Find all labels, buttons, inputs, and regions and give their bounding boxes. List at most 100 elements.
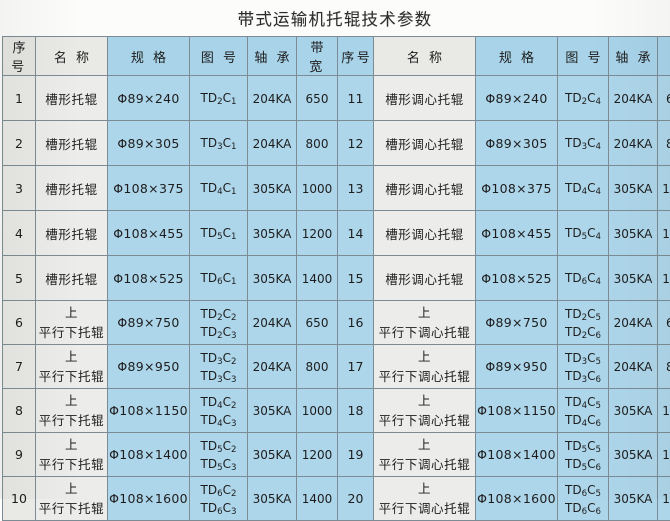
cell-belt-width-left-value: 1000 <box>302 404 333 418</box>
cell-drawing-left: TD2C1 <box>190 76 248 121</box>
header-index-left: 序号 <box>3 37 36 76</box>
drawing-code-stack: TD4C4 <box>558 179 608 197</box>
cell-bearing-right: 204KA <box>609 76 658 121</box>
cell-index-right: 15 <box>338 256 374 301</box>
cell-belt-width-left: 1200 <box>297 433 338 477</box>
cell-belt-width-left-value: 1000 <box>302 182 333 196</box>
cell-bearing-left-value: 204KA <box>253 137 292 151</box>
cell-spec-right: Φ108×525 <box>476 256 558 301</box>
cell-spec-right-value: Φ89×240 <box>485 91 547 106</box>
spec-sheet: 带式运输机托辊技术参数 序号 名 称 规 格 图 号 轴 承 带 宽 <box>0 0 670 499</box>
cell-name-right: 槽形调心托辊 <box>374 76 476 121</box>
cell-bearing-left-value: 204KA <box>253 360 292 374</box>
drawing-code: TD3C1 <box>201 134 237 152</box>
cell-spec-left-value: Φ89×240 <box>117 91 179 106</box>
idler-spec-table: 序号 名 称 规 格 图 号 轴 承 带 宽 序号 名 称 规 格 图 号 轴 … <box>2 36 670 521</box>
cell-spec-left-value: Φ108×1400 <box>109 447 188 462</box>
cell-index-right: 19 <box>338 433 374 477</box>
cell-belt-width-right: 1200 <box>658 211 670 256</box>
cell-belt-width-right: 1000 <box>658 389 670 433</box>
cell-belt-width-left-value: 650 <box>306 316 329 330</box>
drawing-code: TD3C3 <box>201 367 237 385</box>
cell-belt-width-right-value: 1400 <box>662 272 670 286</box>
cell-belt-width-left-value: 1400 <box>302 272 333 286</box>
cell-index-right-value: 18 <box>348 403 364 418</box>
drawing-code: TD3C5 <box>565 349 601 367</box>
name-value: 槽形托辊 <box>45 92 97 107</box>
cell-bearing-right: 305KA <box>609 166 658 211</box>
name-line-1: 上 <box>36 391 107 410</box>
drawing-code: TD6C2 <box>201 481 237 499</box>
cell-belt-width-left-value: 800 <box>306 360 329 374</box>
cell-belt-width-left-value: 1200 <box>302 227 333 241</box>
cell-bearing-left: 305KA <box>248 389 297 433</box>
name-line-2: 平行下调心托辊 <box>374 323 475 342</box>
cell-spec-right-value: Φ108×375 <box>481 181 551 196</box>
cell-index-right-value: 17 <box>348 359 364 374</box>
cell-name-right: 上平行下调心托辊 <box>374 433 476 477</box>
drawing-code: TD2C2 <box>201 305 237 323</box>
cell-drawing-right: TD4C4 <box>558 166 609 211</box>
cell-belt-width-left-value: 650 <box>306 92 329 106</box>
cell-belt-width-left-value: 1200 <box>302 448 333 462</box>
cell-spec-right: Φ108×455 <box>476 211 558 256</box>
name-value: 槽形托辊 <box>45 272 97 287</box>
cell-drawing-left: TD3C1 <box>190 121 248 166</box>
name-stack: 上平行下托辊 <box>36 391 107 430</box>
cell-index-right: 12 <box>338 121 374 166</box>
cell-spec-left: Φ89×750 <box>108 301 190 345</box>
cell-bearing-right: 305KA <box>609 433 658 477</box>
cell-drawing-left: TD5C1 <box>190 211 248 256</box>
cell-name-left: 槽形托辊 <box>36 121 108 166</box>
cell-name-right: 槽形调心托辊 <box>374 211 476 256</box>
cell-bearing-left: 204KA <box>248 76 297 121</box>
cell-index-right-value: 11 <box>348 91 364 106</box>
cell-bearing-right-value: 204KA <box>614 316 653 330</box>
cell-belt-width-right: 1400 <box>658 256 670 301</box>
cell-belt-width-left-value: 800 <box>306 137 329 151</box>
cell-index-right: 14 <box>338 211 374 256</box>
cell-spec-left-value: Φ89×750 <box>117 315 179 330</box>
cell-belt-width-right: 1200 <box>658 433 670 477</box>
name-stack: 上平行下托辊 <box>36 435 107 474</box>
cell-name-right: 槽形调心托辊 <box>374 121 476 166</box>
cell-index-right: 16 <box>338 301 374 345</box>
cell-index-right-value: 19 <box>348 447 364 462</box>
cell-spec-left-value: Φ108×375 <box>113 181 183 196</box>
cell-index-left: 5 <box>3 256 36 301</box>
cell-index-right-value: 15 <box>348 271 364 286</box>
drawing-code: TD3C4 <box>565 134 601 152</box>
cell-bearing-left: 204KA <box>248 121 297 166</box>
cell-spec-right: Φ89×305 <box>476 121 558 166</box>
cell-index-left-value: 3 <box>15 181 23 196</box>
name-line-2: 平行下托辊 <box>36 411 107 430</box>
cell-name-left: 上平行下托辊 <box>36 345 108 389</box>
name-line-2: 平行下调心托辊 <box>374 367 475 386</box>
cell-belt-width-left: 800 <box>297 121 338 166</box>
cell-bearing-right-value: 305KA <box>614 404 653 418</box>
cell-name-right: 槽形调心托辊 <box>374 166 476 211</box>
drawing-code: TD3C6 <box>565 367 601 385</box>
drawing-code-stack: TD5C4 <box>558 224 608 242</box>
cell-spec-left: Φ108×375 <box>108 166 190 211</box>
cell-index-left: 2 <box>3 121 36 166</box>
name-stack: 上平行下调心托辊 <box>374 303 475 342</box>
drawing-code: TD5C4 <box>565 224 601 242</box>
cell-bearing-right-value: 305KA <box>614 227 653 241</box>
drawing-code: TD4C1 <box>201 179 237 197</box>
drawing-code: TD4C6 <box>565 411 601 429</box>
cell-index-right: 18 <box>338 389 374 433</box>
name-stack: 上平行下调心托辊 <box>374 347 475 386</box>
cell-spec-right: Φ108×1150 <box>476 389 558 433</box>
cell-index-right: 13 <box>338 166 374 211</box>
cell-bearing-right-value: 305KA <box>614 272 653 286</box>
header-belt-width-left: 带 宽 <box>297 37 338 76</box>
cell-bearing-right-value: 305KA <box>614 182 653 196</box>
